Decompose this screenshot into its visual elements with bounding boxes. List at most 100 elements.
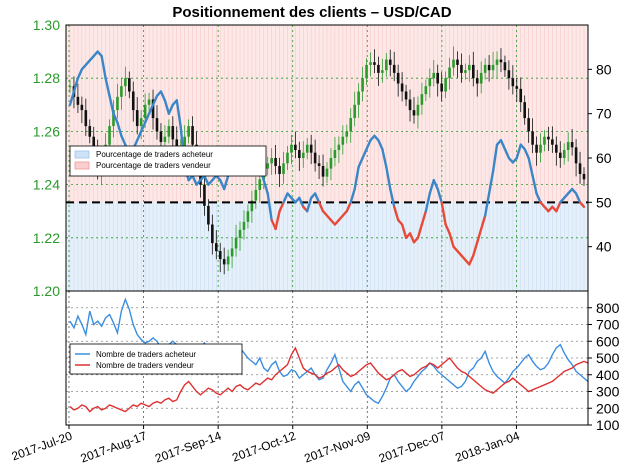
sentiment-segment — [432, 178, 439, 191]
candle-body — [574, 147, 578, 164]
candle-body — [108, 126, 111, 145]
candle-body — [230, 248, 234, 257]
sentiment-line — [68, 50, 586, 266]
sentiment-segment — [424, 192, 431, 213]
lower-legend-box — [69, 343, 243, 375]
sentiment-segment — [444, 223, 451, 235]
candle-body — [286, 152, 289, 164]
candle-body — [250, 200, 254, 212]
candle-body — [171, 126, 175, 140]
candle-body — [487, 64, 491, 71]
candle-body — [555, 144, 558, 153]
date-tick-label: 2017-Aug-17 — [79, 429, 149, 466]
sentiment-segment — [112, 112, 119, 124]
legend-swatch-long — [74, 150, 90, 159]
sentiment-segment — [222, 174, 230, 191]
sentiment-segment — [317, 201, 325, 213]
percent-tick-label: 60 — [596, 150, 612, 166]
candle-body — [333, 150, 337, 158]
sentiment-segment — [555, 201, 562, 213]
sentiment-segment — [282, 192, 289, 204]
date-tick-label: 2017-Sep-14 — [153, 429, 223, 466]
candle-body — [543, 136, 546, 145]
candle-body — [527, 118, 530, 132]
candle-body — [566, 142, 570, 151]
sentiment-segment — [104, 76, 111, 98]
candle-body — [511, 78, 515, 87]
candle-body — [163, 136, 167, 143]
percent-tick-label: 50 — [596, 194, 612, 210]
sentiment-segment — [531, 174, 538, 195]
candle-body — [298, 150, 301, 158]
upper-grid — [66, 25, 588, 291]
sentiment-segment — [515, 143, 522, 160]
candle-body — [191, 126, 194, 145]
candle-body — [420, 94, 424, 105]
candle-body — [341, 136, 345, 145]
sentiment-segment — [408, 232, 416, 244]
candle-body — [499, 59, 503, 63]
candle-body — [131, 91, 135, 111]
candle-body — [116, 96, 119, 111]
candle-body — [507, 70, 511, 79]
sentiment-segment — [139, 121, 147, 133]
sentiment-segment — [499, 139, 507, 151]
candle-body — [388, 59, 392, 65]
sentiment-segment — [468, 254, 475, 266]
sentiment-segment — [440, 201, 447, 226]
lower-legend: Nombre de traders acheteur Nombre de tra… — [69, 343, 243, 375]
candle-body — [385, 59, 388, 71]
candle-body — [479, 72, 483, 84]
short-count-line — [69, 346, 589, 413]
sentiment-segment — [108, 94, 115, 115]
candle-body — [238, 229, 242, 238]
candle-body — [471, 64, 475, 79]
candle-body — [211, 224, 214, 244]
candle-body — [317, 163, 321, 166]
candle-body — [155, 118, 159, 132]
candle-body — [294, 144, 297, 151]
sentiment-segment — [491, 143, 499, 173]
candle-body — [266, 163, 269, 169]
candle-body — [523, 102, 526, 119]
candle-body — [329, 158, 333, 169]
candle-body — [357, 91, 360, 105]
candle-body — [468, 64, 471, 71]
sentiment-segment — [393, 205, 400, 222]
sentiment-segment — [578, 201, 586, 208]
sentiment-segment — [191, 174, 198, 186]
sentiment-segment — [313, 192, 321, 204]
sentiment-segment — [72, 76, 80, 93]
candle-body — [412, 110, 416, 116]
candle-body — [128, 78, 131, 92]
sentiment-segment — [167, 103, 175, 115]
candle-body — [539, 144, 542, 153]
sentiment-segment — [574, 192, 582, 204]
count-tick-label: 700 — [596, 317, 620, 333]
candle-body — [92, 136, 96, 153]
sentiment-segment — [377, 139, 384, 151]
candle-body — [448, 67, 451, 79]
candle-body — [353, 104, 356, 119]
sentiment-segment — [535, 192, 542, 204]
candle-body — [424, 86, 428, 95]
candle-body — [167, 126, 171, 137]
sentiment-segment — [349, 187, 356, 204]
sentiment-segment — [385, 165, 392, 191]
legend-label-long-count: Nombre de traders acheteur — [96, 350, 196, 359]
date-tick-label: 2017-Oct-12 — [230, 429, 298, 465]
candle-body — [88, 126, 92, 137]
candle-body — [440, 83, 443, 92]
sentiment-segment — [151, 94, 159, 107]
sentiment-segment — [274, 209, 281, 231]
candle-body — [147, 99, 151, 105]
candle-body — [515, 86, 519, 89]
candle-body — [444, 78, 447, 92]
sentiment-segment — [483, 192, 491, 217]
percent-tick-label: 80 — [596, 61, 612, 77]
sentiment-segment — [420, 209, 428, 226]
candle-body — [278, 165, 281, 174]
candle-body — [578, 163, 582, 174]
candle-body — [519, 88, 523, 103]
count-tick-label: 100 — [596, 417, 620, 433]
